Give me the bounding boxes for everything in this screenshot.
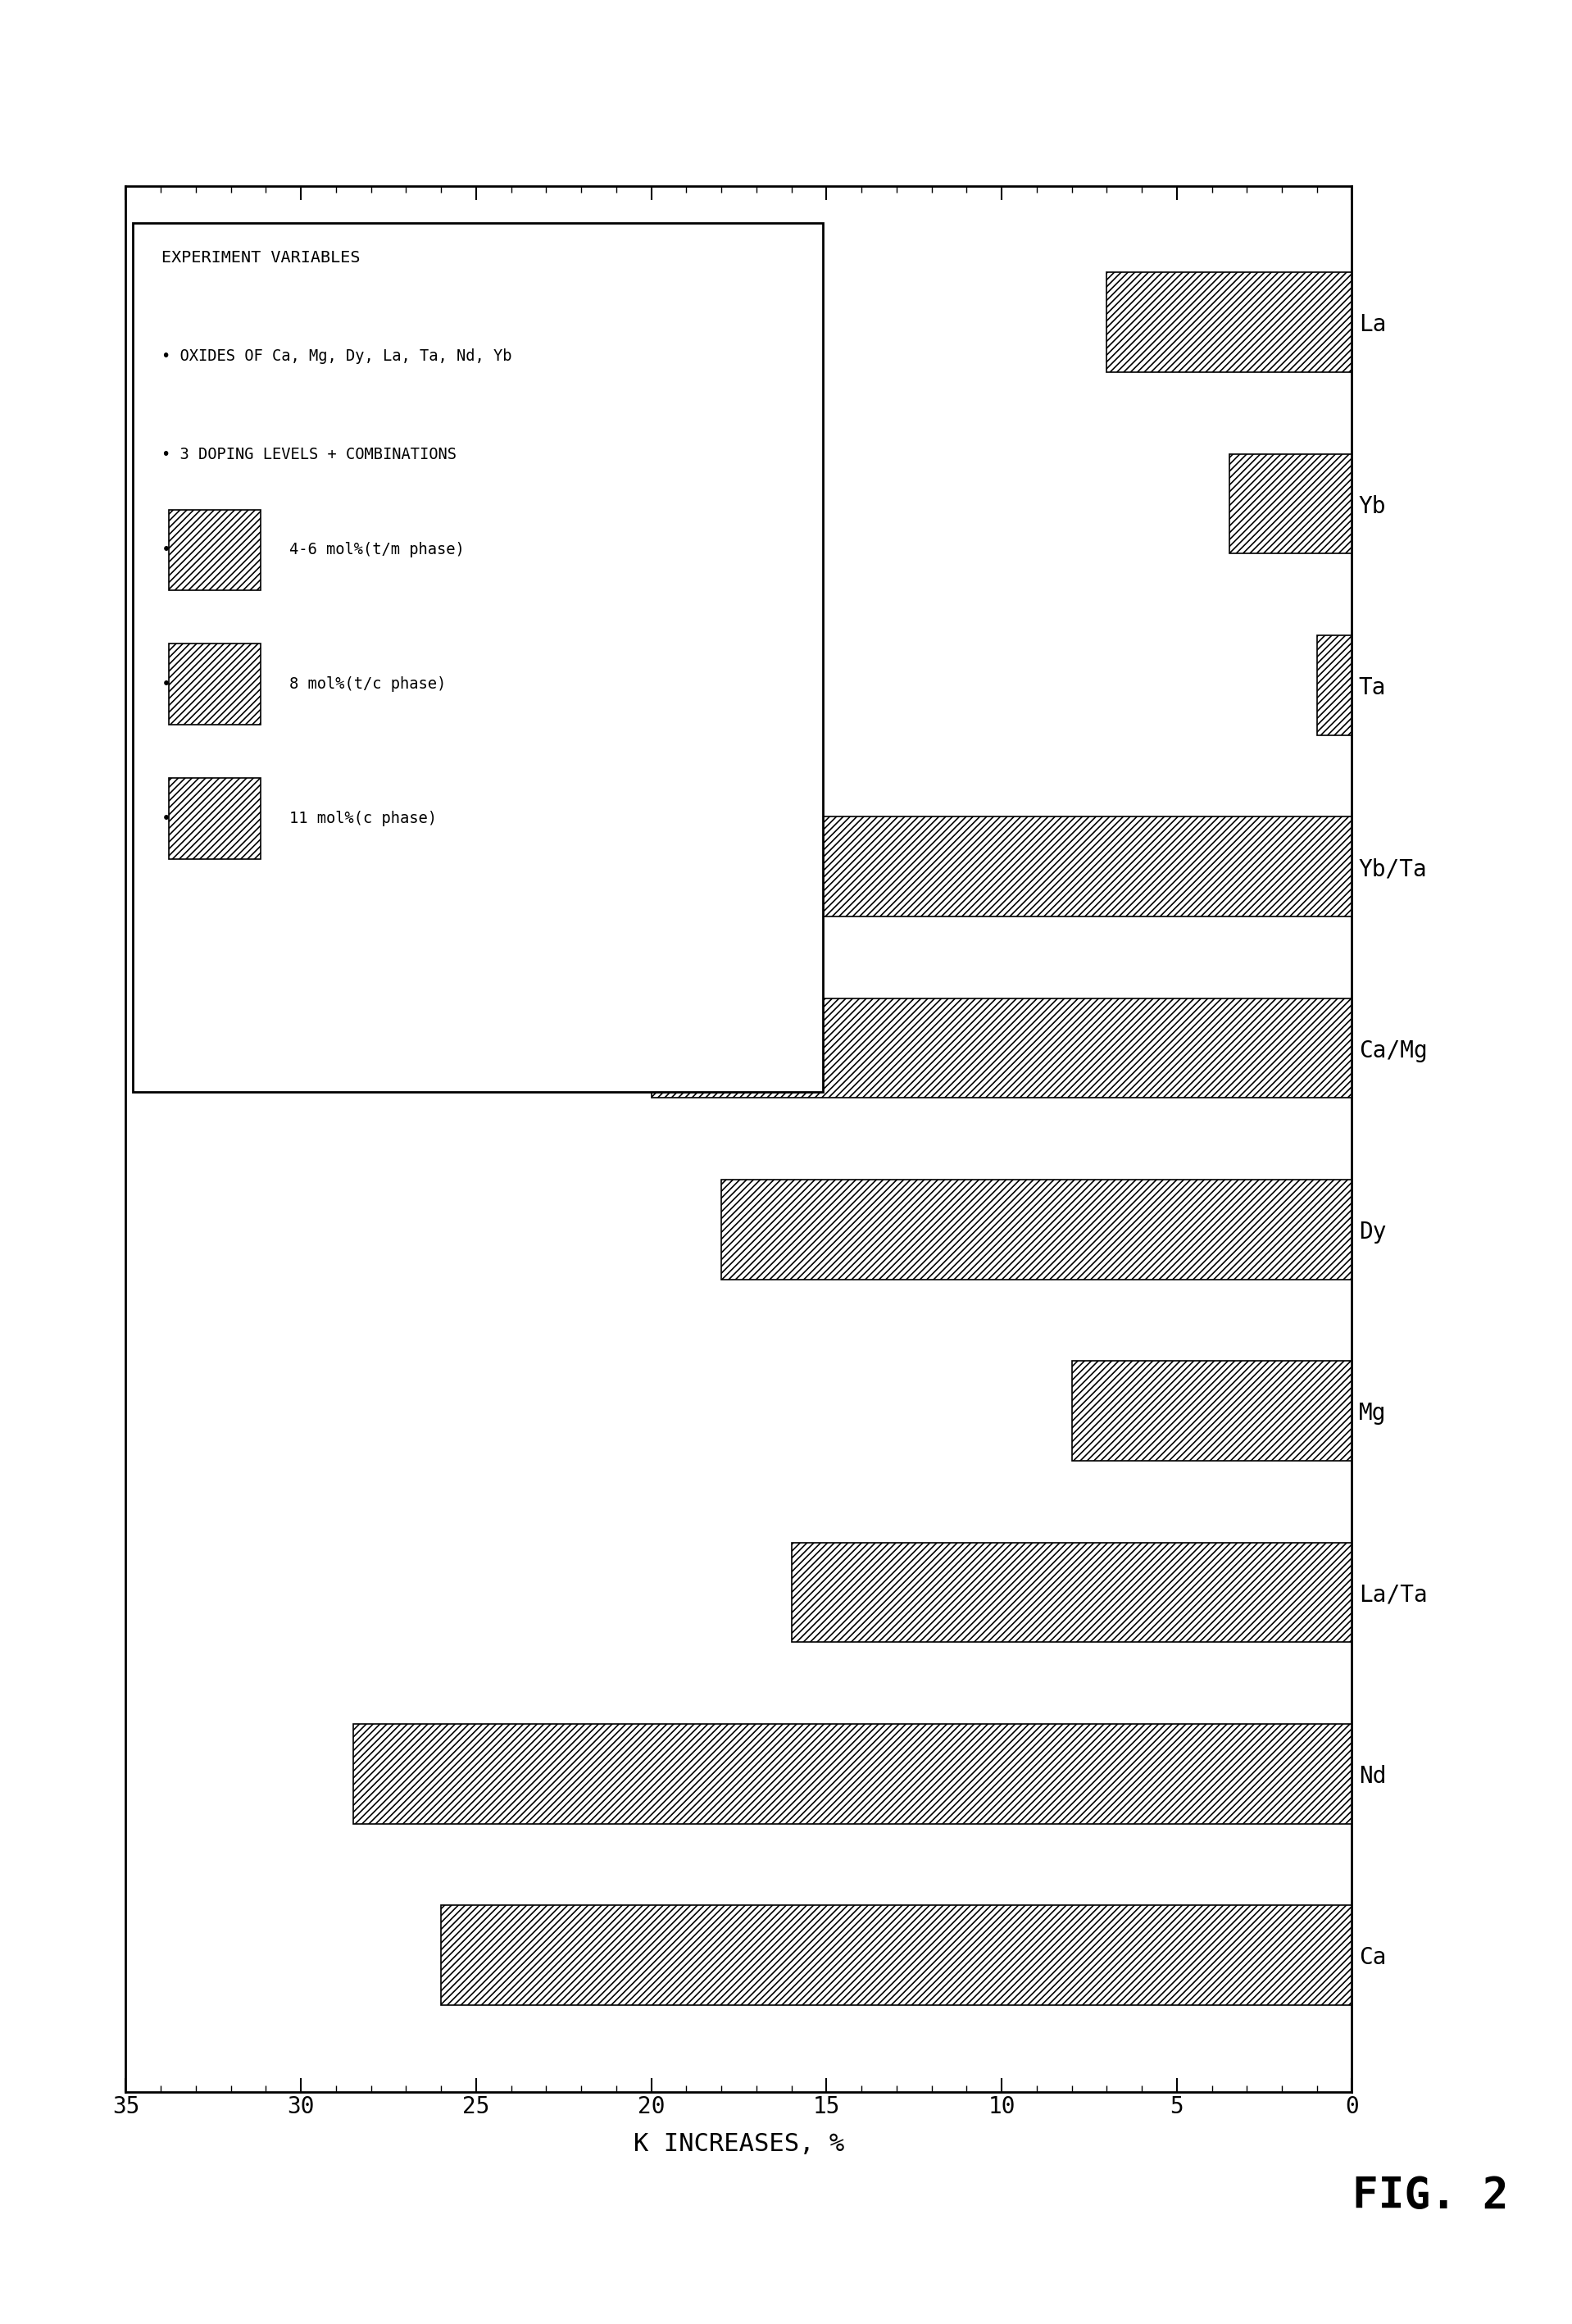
Bar: [791, 1543, 1352, 1643]
Text: FIG. 2: FIG. 2: [1352, 2175, 1509, 2217]
Bar: [354, 1724, 1352, 1824]
Bar: [1072, 1362, 1352, 1462]
X-axis label: K INCREASES, %: K INCREASES, %: [634, 2131, 844, 2157]
Bar: [1229, 453, 1352, 553]
Bar: [1107, 272, 1352, 372]
Bar: [1317, 634, 1352, 734]
Bar: [722, 1181, 1352, 1278]
Bar: [582, 816, 1352, 916]
Bar: [442, 1906, 1352, 2006]
Bar: [651, 999, 1352, 1097]
